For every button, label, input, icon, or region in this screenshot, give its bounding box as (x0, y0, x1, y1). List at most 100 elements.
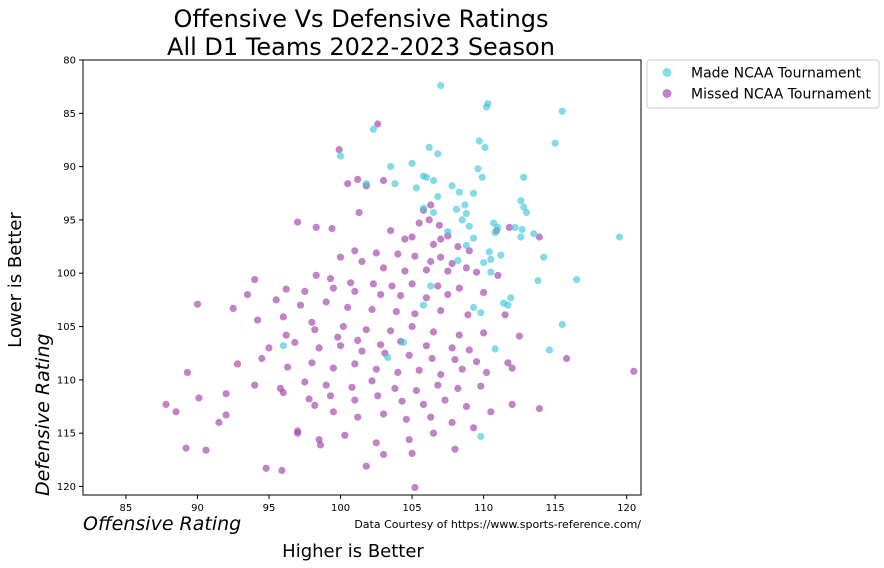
missed-tournament-point (222, 390, 230, 398)
made-tournament-point (425, 143, 433, 151)
missed-tournament-point (222, 411, 230, 419)
missed-tournament-point (437, 370, 445, 379)
missed-tournament-point (328, 224, 336, 233)
missed-tournament-point (262, 464, 270, 472)
missed-tournament-point (351, 247, 359, 255)
missed-tournament-point (311, 326, 319, 334)
missed-tournament-point (387, 227, 395, 235)
missed-tournament-point (162, 400, 170, 408)
made-tournament-point (462, 241, 470, 250)
x-tick-label: 110 (474, 503, 493, 514)
made-tournament-point (522, 208, 531, 217)
missed-tournament-point (482, 368, 491, 376)
missed-tournament-point (195, 394, 203, 402)
missed-tournament-point (308, 359, 316, 367)
missed-tournament-point (411, 310, 419, 318)
made-tournament-point (408, 159, 416, 167)
missed-tournament-point (462, 264, 470, 272)
missed-tournament-point (451, 445, 459, 453)
made-tournament-point (427, 282, 435, 290)
missed-tournament-point (401, 267, 409, 275)
missed-tournament-point (351, 360, 359, 368)
missed-tournament-point (305, 395, 313, 403)
missed-tournament-point (374, 120, 382, 128)
made-tournament-point (540, 253, 548, 261)
missed-tournament-point (322, 298, 330, 306)
made-tournament-point (437, 82, 445, 90)
missed-tournament-point (351, 396, 359, 404)
missed-tournament-point (405, 351, 413, 359)
made-tournament-point (434, 150, 442, 158)
missed-tournament-point (279, 389, 287, 397)
made-tournament-point (429, 208, 438, 217)
made-tournament-point (391, 180, 399, 188)
made-tournament-point (530, 230, 538, 238)
missed-tournament-point (243, 291, 252, 299)
missed-tournament-point (464, 311, 472, 319)
missed-tournament-point (394, 368, 402, 376)
made-tournament-point (507, 294, 515, 302)
missed-tournament-point (294, 218, 302, 226)
made-tournament-point (429, 176, 438, 185)
made-tournament-point (478, 173, 486, 181)
missed-tournament-point (278, 466, 286, 475)
missed-tournament-point (172, 408, 180, 416)
missed-tournament-point (358, 257, 366, 266)
missed-tournament-point (379, 450, 388, 459)
missed-tournament-point (377, 341, 385, 349)
missed-tournament-point (429, 328, 438, 336)
missed-tournament-point (347, 279, 355, 287)
y-tick-label: 120 (57, 482, 76, 493)
missed-tournament-point (358, 347, 366, 355)
missed-tournament-point (448, 260, 456, 268)
missed-tournament-point (454, 384, 462, 392)
missed-tournament-point (505, 223, 513, 231)
made-tournament-point (387, 163, 395, 171)
missed-tournament-point (419, 400, 428, 408)
missed-tournament-point (193, 300, 202, 308)
missed-tournament-point (563, 354, 571, 363)
made-tournament-point (434, 192, 442, 201)
chart-title-line-1: Offensive Vs Defensive Ratings (173, 5, 548, 33)
missed-tournament-point (444, 291, 452, 299)
missed-tournament-point (480, 329, 488, 337)
missed-tournament-point (411, 252, 419, 260)
missed-tournament-point (494, 271, 502, 279)
missed-tournament-point (374, 392, 382, 400)
made-tournament-point (517, 197, 525, 205)
missed-tournament-point (391, 384, 399, 392)
missed-tournament-point (329, 284, 337, 292)
missed-tournament-point (379, 264, 388, 272)
missed-tournament-point (504, 359, 512, 367)
missed-tournament-point (372, 365, 380, 373)
missed-tournament-point (472, 358, 481, 366)
missed-tournament-point (437, 307, 445, 315)
made-tournament-point (551, 139, 559, 147)
missed-tournament-point (339, 322, 347, 331)
legend-label-missed-tournament: Missed NCAA Tournament (691, 87, 871, 103)
made-tournament-point (484, 100, 492, 108)
y-tick-label: 100 (57, 269, 76, 280)
made-tournament-point (520, 203, 528, 211)
y-tick-label: 95 (63, 215, 76, 226)
made-tournament-point (422, 173, 430, 181)
missed-tournament-point (369, 280, 377, 288)
missed-tournament-point (480, 288, 488, 296)
missed-tournament-point (311, 401, 319, 409)
missed-tournament-point (362, 326, 370, 334)
made-tournament-point (336, 152, 345, 160)
made-tournament-point (491, 345, 499, 353)
missed-tournament-point (329, 408, 337, 416)
missed-tournament-point (437, 253, 445, 261)
missed-tournament-point (215, 418, 223, 427)
made-tournament-point (474, 165, 482, 173)
missed-tournament-point (465, 346, 473, 354)
missed-tournament-point (282, 285, 290, 293)
made-tournament-point (477, 309, 485, 317)
x-axis-italic-label: Offensive Rating (83, 513, 241, 535)
missed-tournament-point (372, 439, 380, 447)
missed-tournament-point (444, 267, 452, 275)
missed-tournament-point (354, 175, 362, 183)
made-tournament-point (399, 338, 408, 347)
missed-tournament-point (422, 342, 430, 350)
